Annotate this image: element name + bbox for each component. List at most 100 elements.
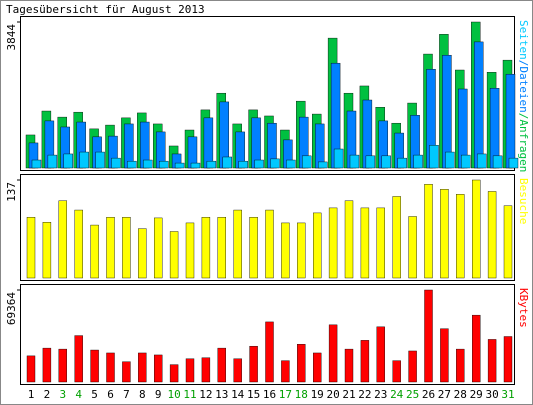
bar bbox=[461, 154, 471, 169]
bar bbox=[217, 216, 227, 279]
bar bbox=[328, 324, 338, 383]
bar bbox=[74, 209, 83, 279]
bar bbox=[249, 216, 258, 279]
legend-entry: Besuche bbox=[517, 178, 530, 224]
bar bbox=[365, 155, 376, 169]
bar bbox=[169, 364, 179, 383]
bar bbox=[26, 216, 36, 279]
x-tick-label: 7 bbox=[123, 388, 130, 401]
bar bbox=[408, 350, 417, 383]
bar bbox=[79, 151, 89, 169]
bar bbox=[381, 155, 391, 169]
x-tick-label: 27 bbox=[438, 388, 451, 401]
legend: Besuche bbox=[517, 178, 530, 224]
legend-entry: KBytes bbox=[517, 288, 530, 328]
x-tick-label: 21 bbox=[342, 388, 355, 401]
bar bbox=[413, 154, 423, 169]
bar bbox=[106, 216, 115, 279]
x-tick-label: 8 bbox=[139, 388, 146, 401]
x-tick-label: 3 bbox=[59, 388, 66, 401]
bar bbox=[360, 340, 370, 383]
bar bbox=[265, 209, 274, 279]
bar bbox=[249, 345, 258, 383]
x-tick-label: 14 bbox=[231, 388, 245, 401]
bar bbox=[74, 335, 83, 383]
bar bbox=[201, 357, 211, 383]
x-tick-label: 30 bbox=[485, 388, 498, 401]
bar bbox=[95, 151, 105, 169]
bar bbox=[313, 212, 322, 279]
bar bbox=[503, 336, 513, 383]
bar bbox=[238, 160, 248, 169]
legend-separator: / bbox=[517, 60, 530, 67]
bar bbox=[42, 222, 52, 279]
bar bbox=[42, 347, 52, 383]
bar bbox=[344, 200, 354, 279]
bar bbox=[487, 339, 497, 383]
y-tick-label: 69364 bbox=[5, 292, 18, 325]
bar bbox=[58, 200, 67, 279]
bar bbox=[254, 159, 264, 169]
bar bbox=[392, 360, 401, 383]
bar bbox=[201, 216, 211, 279]
x-tick-label: 16 bbox=[263, 388, 276, 401]
x-tick-label: 24 bbox=[390, 388, 404, 401]
bar bbox=[297, 222, 306, 279]
x-tick-label: 13 bbox=[215, 388, 228, 401]
x-tick-label: 12 bbox=[199, 388, 212, 401]
bar bbox=[222, 156, 233, 169]
bar bbox=[508, 157, 519, 169]
bar bbox=[333, 148, 344, 169]
legend: KBytes bbox=[517, 288, 530, 328]
bar bbox=[111, 157, 121, 169]
bar bbox=[408, 216, 417, 279]
bar bbox=[376, 326, 385, 383]
bar bbox=[349, 154, 360, 169]
bar bbox=[158, 160, 169, 169]
bar bbox=[286, 159, 296, 169]
x-tick-label: 5 bbox=[91, 388, 98, 401]
bar bbox=[297, 343, 306, 383]
bar bbox=[397, 157, 407, 169]
x-tick-label: 4 bbox=[75, 388, 82, 401]
bar bbox=[376, 207, 385, 279]
x-tick-label: 6 bbox=[107, 388, 114, 401]
bar bbox=[206, 160, 217, 169]
bar bbox=[487, 191, 497, 279]
bar bbox=[344, 348, 354, 383]
bar bbox=[492, 155, 503, 169]
x-tick-label: 9 bbox=[155, 388, 162, 401]
bar bbox=[174, 162, 185, 169]
bar bbox=[456, 194, 465, 279]
bar bbox=[315, 123, 325, 169]
legend-entry: Dateien bbox=[517, 66, 530, 112]
bar bbox=[153, 217, 163, 279]
bar bbox=[138, 352, 147, 383]
x-tick-label: 2 bbox=[44, 388, 51, 401]
bar bbox=[505, 73, 516, 169]
legend-entry: Seiten bbox=[517, 20, 530, 60]
bar bbox=[106, 352, 115, 383]
bar bbox=[217, 347, 227, 383]
bar bbox=[185, 358, 195, 383]
bar bbox=[302, 155, 312, 169]
bar bbox=[472, 314, 481, 383]
x-tick-label: 11 bbox=[183, 388, 196, 401]
bar bbox=[143, 159, 153, 169]
x-tick-label: 25 bbox=[406, 388, 419, 401]
bar bbox=[90, 224, 99, 279]
bar bbox=[424, 289, 433, 383]
bar bbox=[472, 179, 481, 279]
legend-entry: Anfragen bbox=[517, 119, 530, 172]
bar bbox=[122, 216, 131, 279]
bar bbox=[477, 153, 487, 169]
bar bbox=[424, 184, 433, 279]
bar bbox=[31, 159, 42, 169]
bar bbox=[440, 328, 449, 383]
bar bbox=[203, 117, 214, 169]
bar bbox=[265, 321, 274, 383]
bar bbox=[233, 209, 242, 279]
bar bbox=[47, 154, 58, 169]
bar bbox=[328, 207, 338, 279]
